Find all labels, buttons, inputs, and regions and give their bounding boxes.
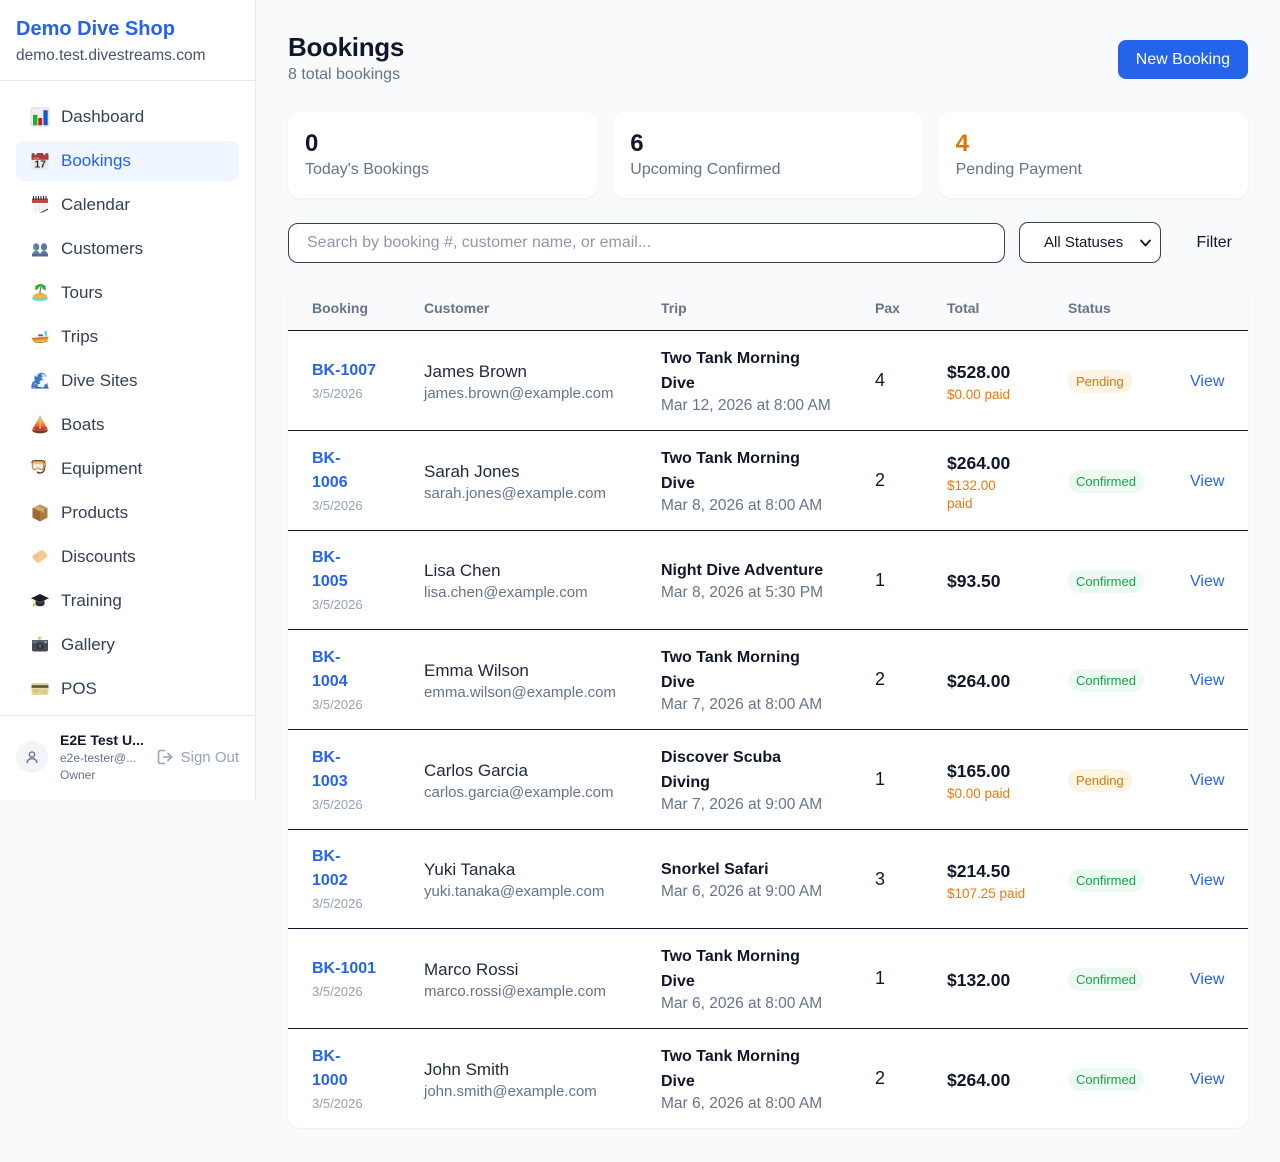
svg-text:17: 17 [34, 159, 46, 171]
